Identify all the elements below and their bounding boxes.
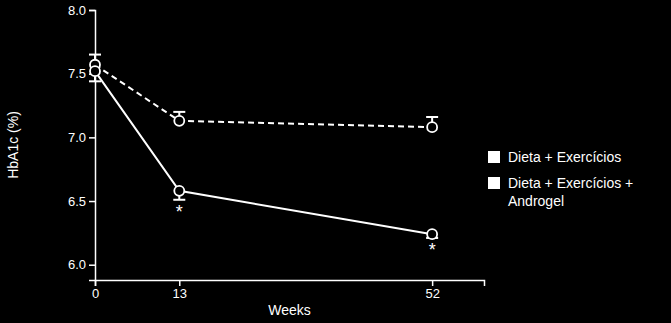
- y-tick: 8.0: [68, 3, 95, 18]
- x-tick-mark: [179, 280, 181, 286]
- error-bar-cap: [89, 80, 101, 82]
- y-tick-mark: [89, 10, 95, 12]
- x-tick-label: 52: [425, 286, 439, 301]
- x-tick-label: 13: [173, 286, 187, 301]
- y-tick-label: 7.0: [68, 130, 86, 145]
- y-tick-label: 7.5: [68, 66, 86, 81]
- y-axis: 6.0 6.5 7.0 7.5 8.0: [68, 3, 96, 281]
- marker: [427, 122, 437, 132]
- annotation: *: [176, 202, 183, 222]
- error-bar-cap: [173, 199, 185, 201]
- x-axis-line: [96, 281, 485, 287]
- y-tick: 6.0: [68, 257, 95, 272]
- y-axis-title: HbA1c (%): [5, 111, 21, 179]
- series-line: [95, 65, 432, 127]
- error-bar-cap: [89, 54, 101, 56]
- x-tick: 52: [425, 280, 439, 301]
- y-tick: 6.5: [68, 194, 95, 209]
- y-axis-line: [89, 11, 96, 281]
- x-axis: 0 13 52: [92, 280, 485, 301]
- x-tick: 0: [92, 280, 99, 301]
- y-tick-label: 6.0: [68, 257, 86, 272]
- marker: [174, 116, 184, 126]
- marker: [427, 229, 437, 239]
- plot-area: [89, 55, 438, 240]
- error-bar-cap: [426, 116, 438, 118]
- marker: [174, 186, 184, 196]
- legend-swatch: [488, 151, 500, 163]
- legend-label: Dieta + Exercícios: [508, 149, 621, 165]
- legend-swatch: [488, 177, 500, 189]
- x-axis-title: Weeks: [268, 302, 311, 318]
- chart: 0 13 52 6.0 6.5 7.0 7.5 8.0 Weeks HbA1c (%) * * Diet…: [0, 0, 671, 323]
- x-tick-label: 0: [92, 286, 99, 301]
- y-tick: 7.0: [68, 130, 95, 145]
- y-tick-mark: [89, 201, 95, 203]
- y-tick-label: 6.5: [68, 194, 86, 209]
- y-tick-label: 8.0: [68, 3, 86, 18]
- error-bar-cap: [173, 111, 185, 113]
- x-tick: 13: [173, 280, 187, 301]
- series-line: [95, 71, 432, 234]
- x-tick-mark: [432, 280, 434, 286]
- legend: Dieta + Exercícios Dieta + Exercícios +An…: [488, 149, 633, 209]
- marker: [90, 66, 100, 76]
- y-tick-mark: [89, 137, 95, 139]
- annotation: *: [429, 240, 436, 260]
- legend-label: Dieta + Exercícios +Androgel: [508, 175, 633, 209]
- y-tick-mark: [89, 264, 95, 266]
